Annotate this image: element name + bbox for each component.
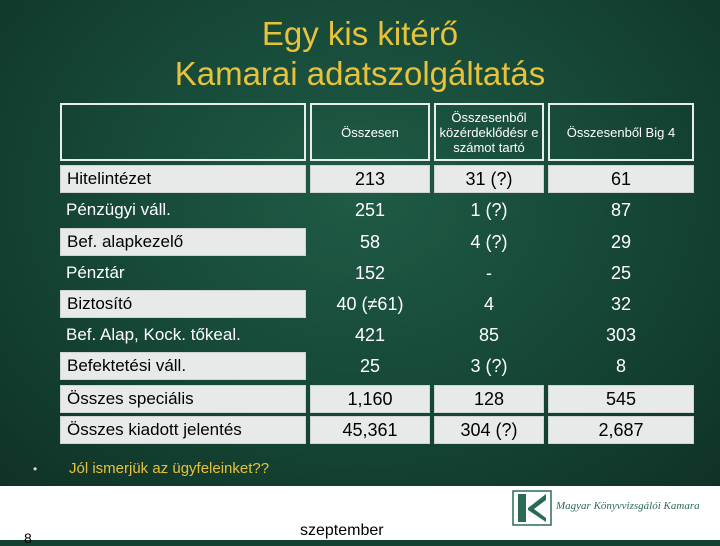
row-label: Pénzügyi váll. xyxy=(66,200,171,219)
cell-public-interest: 304 (?) xyxy=(434,416,544,444)
table-row: Összes kiadott jelentés 45,361 304 (?) 2… xyxy=(60,416,694,444)
cell-total: 152 xyxy=(354,262,386,283)
cell-public-interest: 4 xyxy=(483,293,494,314)
cell-big4: 303 xyxy=(605,324,637,345)
row-label: Hitelintézet xyxy=(60,165,306,193)
table-row: Bef. alapkezelő 58 4 (?) 29 xyxy=(60,228,694,256)
page-number: 8 xyxy=(24,530,32,546)
table-row: Befektetési váll. 25 3 (?) 8 xyxy=(60,352,694,380)
cell-big4: 87 xyxy=(610,199,632,220)
footer-bar xyxy=(0,486,720,540)
cell-public-interest: 128 xyxy=(434,385,544,413)
cell-public-interest: 4 (?) xyxy=(470,231,508,252)
header-cell-total: Összesen xyxy=(310,103,430,161)
row-label: Pénztár xyxy=(66,263,125,282)
cell-public-interest: 31 (?) xyxy=(434,165,544,193)
table-row: Hitelintézet 213 31 (?) 61 xyxy=(60,165,694,193)
header-cell-big4: Összesenből Big 4 xyxy=(548,103,694,161)
chamber-logo-icon xyxy=(512,490,552,526)
row-label: Befektetési váll. xyxy=(60,352,306,380)
cell-total: 1,160 xyxy=(310,385,430,413)
header-cell-public-interest: Összesenből közérdeklődésr e számot tart… xyxy=(434,103,544,161)
cell-big4: 545 xyxy=(548,385,694,413)
table-row: Bef. Alap, Kock. tőkeal. 421 85 303 xyxy=(60,321,694,349)
cell-big4: 25 xyxy=(610,262,632,283)
table-header-row: Összesen Összesenből közérdeklődésr e sz… xyxy=(60,103,694,161)
cell-big4: 29 xyxy=(610,231,632,252)
cell-public-interest: 1 (?) xyxy=(470,199,508,220)
cell-total: 40 (≠61) xyxy=(336,293,404,314)
footer-date: szeptember xyxy=(300,522,384,539)
slide-title: Egy kis kitérő Kamarai adatszolgáltatás xyxy=(0,14,720,94)
cell-public-interest: 3 (?) xyxy=(470,355,508,376)
cell-big4: 32 xyxy=(610,293,632,314)
bullet-point: • Jól ismerjük az ügyfeleinket?? xyxy=(33,460,269,477)
cell-public-interest: - xyxy=(486,262,492,283)
cell-total: 58 xyxy=(359,231,381,252)
cell-big4: 8 xyxy=(615,355,626,376)
cell-total: 421 xyxy=(354,324,386,345)
table-row: Pénzügyi váll. 251 1 (?) 87 xyxy=(60,196,694,224)
cell-total: 213 xyxy=(310,165,430,193)
bullet-text: Jól ismerjük az ügyfeleinket?? xyxy=(69,460,270,477)
table-row: Pénztár 152 - 25 xyxy=(60,259,694,287)
bullet-marker: • xyxy=(33,462,38,476)
cell-public-interest: 85 xyxy=(478,324,500,345)
row-label: Összes kiadott jelentés xyxy=(60,416,306,444)
row-label: Biztosító xyxy=(60,290,306,318)
table-row: Összes speciális 1,160 128 545 xyxy=(60,385,694,413)
row-label: Bef. alapkezelő xyxy=(60,228,306,256)
chamber-logo-text: Magyar Könyvvizsgálói Kamara xyxy=(556,500,700,512)
row-label: Bef. Alap, Kock. tőkeal. xyxy=(66,325,241,344)
cell-total: 25 xyxy=(359,355,381,376)
title-line-1: Egy kis kitérő xyxy=(261,15,459,52)
cell-total: 45,361 xyxy=(310,416,430,444)
table-row: Biztosító 40 (≠61) 4 32 xyxy=(60,290,694,318)
cell-big4: 2,687 xyxy=(548,416,694,444)
cell-big4: 61 xyxy=(548,165,694,193)
title-line-2: Kamarai adatszolgáltatás xyxy=(174,55,546,92)
cell-total: 251 xyxy=(354,199,386,220)
header-cell-empty xyxy=(60,103,306,161)
row-label: Összes speciális xyxy=(60,385,306,413)
